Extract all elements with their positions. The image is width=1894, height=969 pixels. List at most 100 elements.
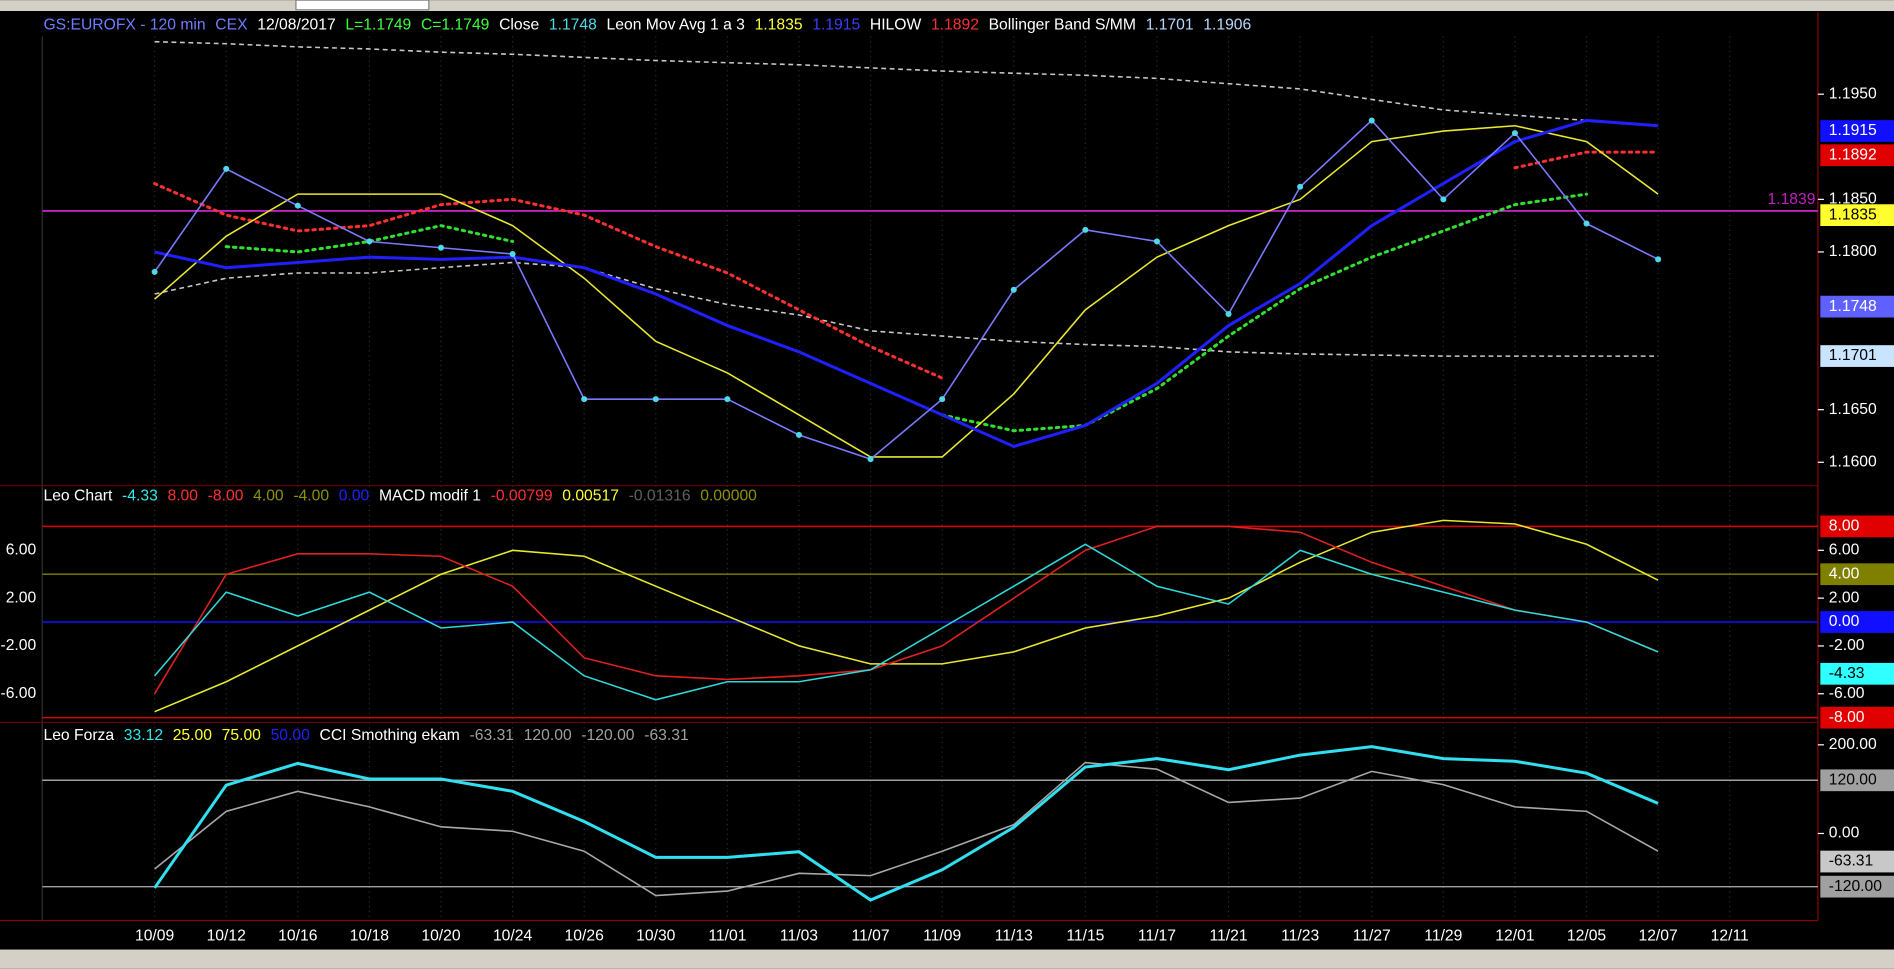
legend-item: 4.00	[253, 488, 284, 505]
x-tick-label: 11/03	[780, 927, 818, 944]
legend-item: -8.00	[208, 488, 244, 505]
legend-item: 0.00	[339, 488, 370, 505]
point	[1010, 286, 1017, 293]
price-marker-label: 1.1701	[1829, 347, 1877, 364]
price-marker-label: -120.00	[1829, 878, 1882, 895]
point	[867, 456, 874, 463]
point	[509, 251, 516, 258]
price-marker	[1820, 295, 1894, 318]
point	[1082, 226, 1089, 233]
legend-item: -63.31	[644, 727, 688, 744]
y-tick-label: 2.00	[1829, 589, 1860, 606]
y-tick-label: 1.1650	[1829, 401, 1877, 418]
point	[437, 244, 445, 251]
price-marker-label: -8.00	[1829, 709, 1865, 726]
series-line	[154, 118, 1659, 449]
series-line	[154, 761, 1659, 897]
legend-item: -4.00	[293, 488, 329, 505]
x-tick-label: 11/27	[1353, 927, 1391, 944]
point	[294, 202, 301, 209]
legend-item: GS:EUROFX - 120 min	[43, 17, 205, 34]
legend-item: 1.1915	[812, 17, 860, 34]
legend-item: 50.00	[271, 727, 311, 744]
legend-item: 8.00	[167, 488, 198, 505]
legend-item: HILOW	[870, 17, 922, 34]
price-marker	[1820, 204, 1894, 227]
point	[223, 165, 230, 172]
price-marker-label: 1.1915	[1829, 122, 1877, 139]
x-tick-label: 12/07	[1638, 927, 1677, 944]
legend-item: 1.1701	[1146, 17, 1194, 34]
price-marker-label: 1.1835	[1829, 206, 1877, 223]
legend-item: CEX	[215, 17, 248, 34]
legend-item: 1.1835	[755, 17, 803, 34]
price-marker	[1820, 120, 1894, 142]
x-tick-label: 11/13	[995, 927, 1033, 944]
point	[1153, 238, 1160, 245]
legend-item: MACD modif 1	[379, 488, 481, 505]
x-tick-label: 10/20	[421, 927, 461, 944]
legend-item: L=1.1749	[345, 17, 411, 34]
y-tick-label: -2.00	[1829, 637, 1865, 654]
x-tick-label: 11/09	[923, 927, 961, 944]
series-line	[154, 40, 1659, 127]
x-tick-label: 10/18	[350, 927, 390, 944]
y-tick-label-left: -2.00	[0, 637, 36, 654]
y-tick-label-left: 6.00	[6, 541, 37, 558]
x-tick-label: 12/11	[1711, 927, 1749, 944]
point	[581, 396, 588, 403]
price-marker	[1820, 563, 1894, 586]
legend-item: 75.00	[222, 727, 262, 744]
status-bar	[0, 949, 1894, 969]
price-marker	[1820, 850, 1894, 873]
point	[1297, 183, 1304, 190]
y-tick-label: 1.1800	[1829, 243, 1877, 260]
y-tick-label-left: 2.00	[6, 589, 37, 606]
x-tick-label: 11/15	[1066, 927, 1104, 944]
price-marker-label: 4.00	[1829, 565, 1860, 582]
legend-item: 0.00000	[700, 488, 757, 505]
point	[1583, 220, 1590, 227]
x-tick-label: 11/21	[1210, 927, 1248, 944]
legend-item: -0.00799	[491, 488, 553, 505]
series-line	[154, 543, 1659, 701]
legend-item: Leo Forza	[43, 727, 114, 744]
legend-item: 12/08/2017	[257, 17, 336, 34]
price-marker	[1820, 611, 1894, 633]
price-marker	[1820, 769, 1894, 792]
point	[1368, 117, 1375, 124]
price-marker-label: 1.1892	[1829, 146, 1877, 163]
x-tick-label: 10/24	[493, 927, 533, 944]
legend-item: 120.00	[524, 727, 572, 744]
legend-item: -0.01316	[629, 488, 691, 505]
y-tick-label: 1.1950	[1829, 85, 1877, 102]
point	[1655, 256, 1662, 263]
x-tick-label: 10/09	[135, 927, 174, 944]
toolbar-dropdown[interactable]	[295, 0, 430, 11]
point	[1511, 130, 1518, 137]
legend-item: -4.33	[122, 488, 158, 505]
x-tick-label: 10/26	[565, 927, 605, 944]
series-line	[153, 525, 1659, 695]
series-line	[154, 124, 1659, 458]
price-marker	[1820, 875, 1894, 898]
series-line	[154, 519, 1659, 713]
level-label: 1.1839	[1768, 191, 1816, 208]
point	[151, 268, 158, 275]
legend-item: CCI Smothing ekam	[320, 727, 460, 744]
legend-item: Close	[499, 17, 539, 34]
x-tick-label: 10/30	[636, 927, 676, 944]
x-tick-label: 11/17	[1138, 927, 1176, 944]
legend-item: -63.31	[470, 727, 514, 744]
y-tick-label: 1.1600	[1829, 453, 1877, 470]
point	[652, 396, 659, 403]
series-line	[154, 261, 1659, 357]
x-tick-label: 10/16	[278, 927, 318, 944]
legend-item: 0.00517	[562, 488, 619, 505]
price-marker-label: 1.1748	[1829, 298, 1877, 315]
x-tick-label: 12/01	[1495, 927, 1534, 944]
x-tick-label: 11/07	[852, 927, 890, 944]
point	[1440, 196, 1447, 203]
y-tick-label: 200.00	[1829, 736, 1877, 753]
